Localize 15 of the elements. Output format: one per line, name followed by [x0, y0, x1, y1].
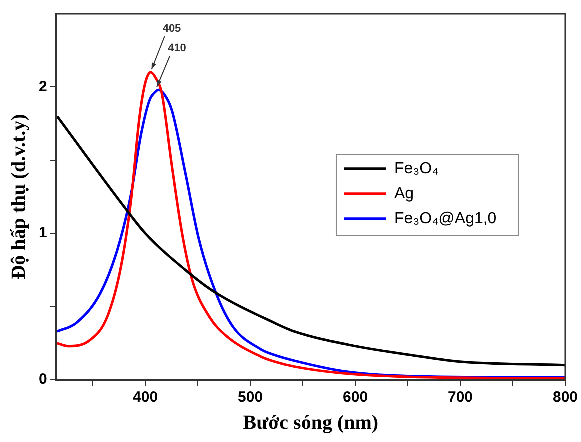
legend-label: Ag [394, 185, 414, 202]
x-tick-label: 600 [343, 389, 368, 406]
y-tick-label: 0 [39, 371, 48, 388]
y-tick-label: 2 [39, 78, 48, 96]
x-tick-label: 700 [448, 389, 474, 406]
x-tick-label: 400 [133, 389, 158, 406]
y-axis-title: Độ hấp thụ (d.v.t.y) [8, 114, 30, 280]
annotation: 410 [168, 42, 186, 55]
x-tick-label: 500 [238, 389, 264, 406]
annotation: 405 [162, 23, 182, 36]
y-tick-label: 1 [39, 224, 48, 242]
legend-label: Fe₃O₄ [394, 160, 439, 178]
legend-label: Fe₃O₄@Ag1,0 [394, 210, 497, 228]
x-axis-title: Bước sóng (nm) [243, 412, 379, 434]
x-tick-label: 800 [552, 389, 578, 406]
